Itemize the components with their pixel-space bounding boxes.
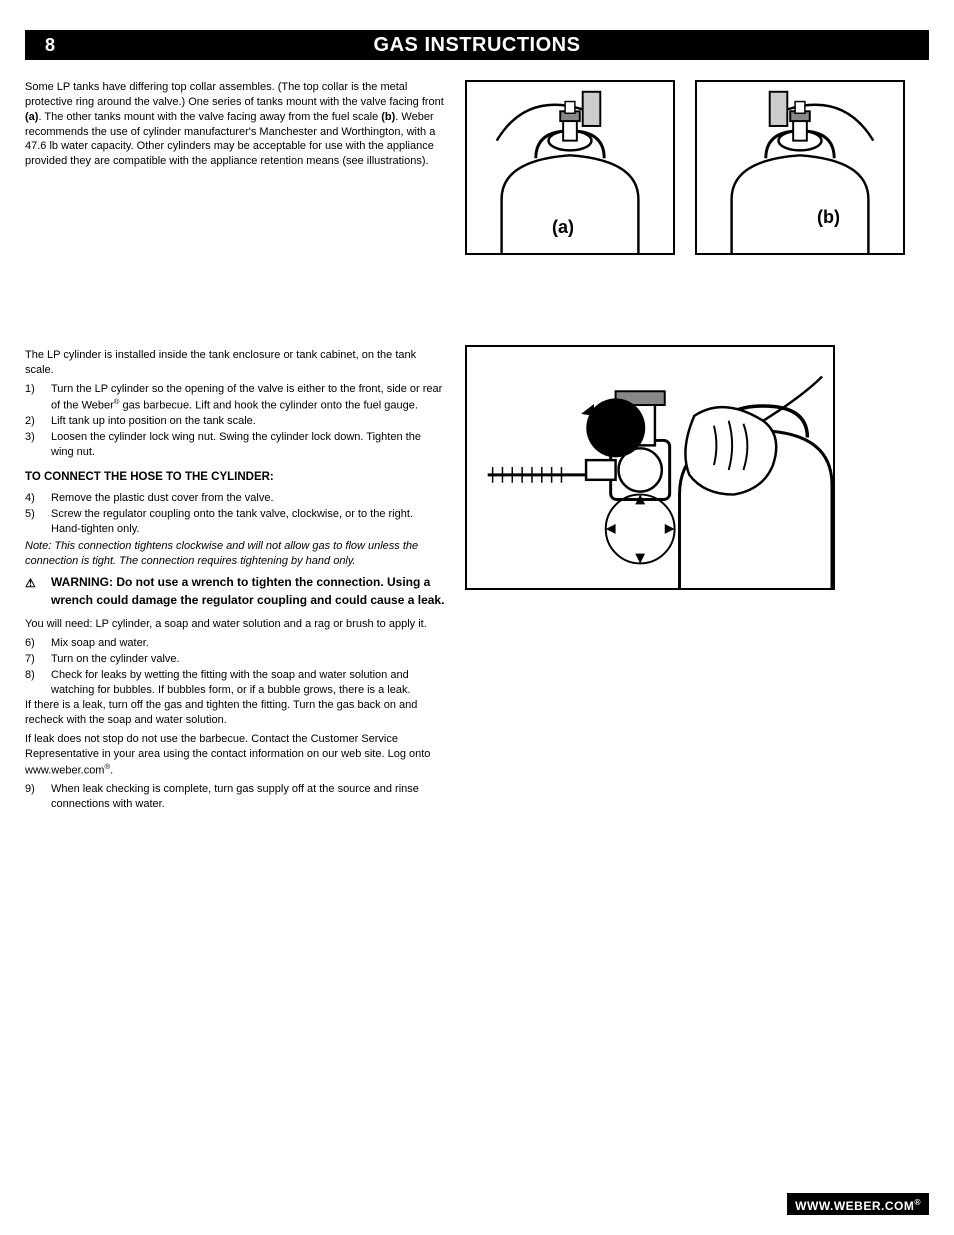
label-a-inline: (a) — [25, 111, 38, 123]
step-text: When leak checking is complete, turn gas… — [51, 782, 445, 812]
need-line: You will need: LP cylinder, a soap and w… — [25, 617, 445, 632]
step-5: 5) Screw the regulator coupling onto the… — [25, 507, 445, 537]
step-num: 6) — [25, 636, 51, 651]
tank-b-svg — [697, 82, 903, 253]
header-bar: 8 GAS INSTRUCTIONS — [25, 30, 929, 60]
warning-icon: ⚠ — [25, 575, 36, 592]
footer-url: WWW.WEBER.COM® — [787, 1193, 929, 1215]
step-7: 7) Turn on the cylinder valve. — [25, 652, 445, 667]
step-num: 4) — [25, 491, 51, 506]
step-text: Loosen the cylinder lock wing nut. Swing… — [51, 430, 445, 460]
step-num: 2) — [25, 414, 51, 429]
label-b-inline: (b) — [381, 111, 395, 123]
step-2: 2) Lift tank up into position on the tan… — [25, 414, 445, 429]
step-4: 4) Remove the plastic dust cover from th… — [25, 491, 445, 506]
intro-text-1: Some LP tanks have differing top collar … — [25, 81, 444, 108]
step-3: 3) Loosen the cylinder lock wing nut. Sw… — [25, 430, 445, 460]
illustration-hand-connect — [465, 345, 835, 590]
leak-para-2: If leak does not stop do not use the bar… — [25, 732, 445, 778]
step-num: 1) — [25, 382, 51, 413]
step-text: Turn on the cylinder valve. — [51, 652, 445, 667]
step-1: 1) Turn the LP cylinder so the opening o… — [25, 382, 445, 413]
subhead-connect: TO CONNECT THE HOSE TO THE CYLINDER: — [25, 470, 445, 486]
illustration-tank-b: (b) — [695, 80, 905, 255]
step-num: 7) — [25, 652, 51, 667]
step-num: 8) — [25, 668, 51, 698]
step-8: 8) Check for leaks by wetting the fittin… — [25, 668, 445, 698]
step-text: Screw the regulator coupling onto the ta… — [51, 507, 445, 537]
footer-bar: WWW.WEBER.COM® — [25, 1193, 929, 1215]
illus-label-a: (a) — [552, 217, 574, 238]
hand-connect-svg — [467, 347, 833, 588]
step-text: Remove the plastic dust cover from the v… — [51, 491, 445, 506]
intro-paragraph: Some LP tanks have differing top collar … — [25, 80, 445, 169]
step-num: 5) — [25, 507, 51, 537]
step-text: Turn the LP cylinder so the opening of t… — [51, 382, 445, 413]
warning-text: WARNING: Do not use a wrench to tighten … — [51, 575, 444, 606]
step-text: Check for leaks by wetting the fitting w… — [51, 668, 445, 698]
install-intro: The LP cylinder is installed inside the … — [25, 348, 445, 378]
step-9: 9) When leak checking is complete, turn … — [25, 782, 445, 812]
illus-label-b: (b) — [817, 207, 840, 228]
left-column: Some LP tanks have differing top collar … — [25, 80, 445, 813]
step-6: 6) Mix soap and water. — [25, 636, 445, 651]
step-text: Mix soap and water. — [51, 636, 445, 651]
step-num: 9) — [25, 782, 51, 812]
leak-para-1: If there is a leak, turn off the gas and… — [25, 698, 445, 728]
warning-block: ⚠ WARNING: Do not use a wrench to tighte… — [25, 574, 445, 609]
right-column: (a) (b) — [465, 80, 929, 813]
illustration-tank-a: (a) — [465, 80, 675, 255]
step-text: Lift tank up into position on the tank s… — [51, 414, 445, 429]
step-num: 3) — [25, 430, 51, 460]
intro-text-2: . The other tanks mount with the valve f… — [38, 111, 381, 123]
note-text: Note: This connection tightens clockwise… — [25, 539, 445, 569]
page-title: GAS INSTRUCTIONS — [25, 34, 929, 57]
